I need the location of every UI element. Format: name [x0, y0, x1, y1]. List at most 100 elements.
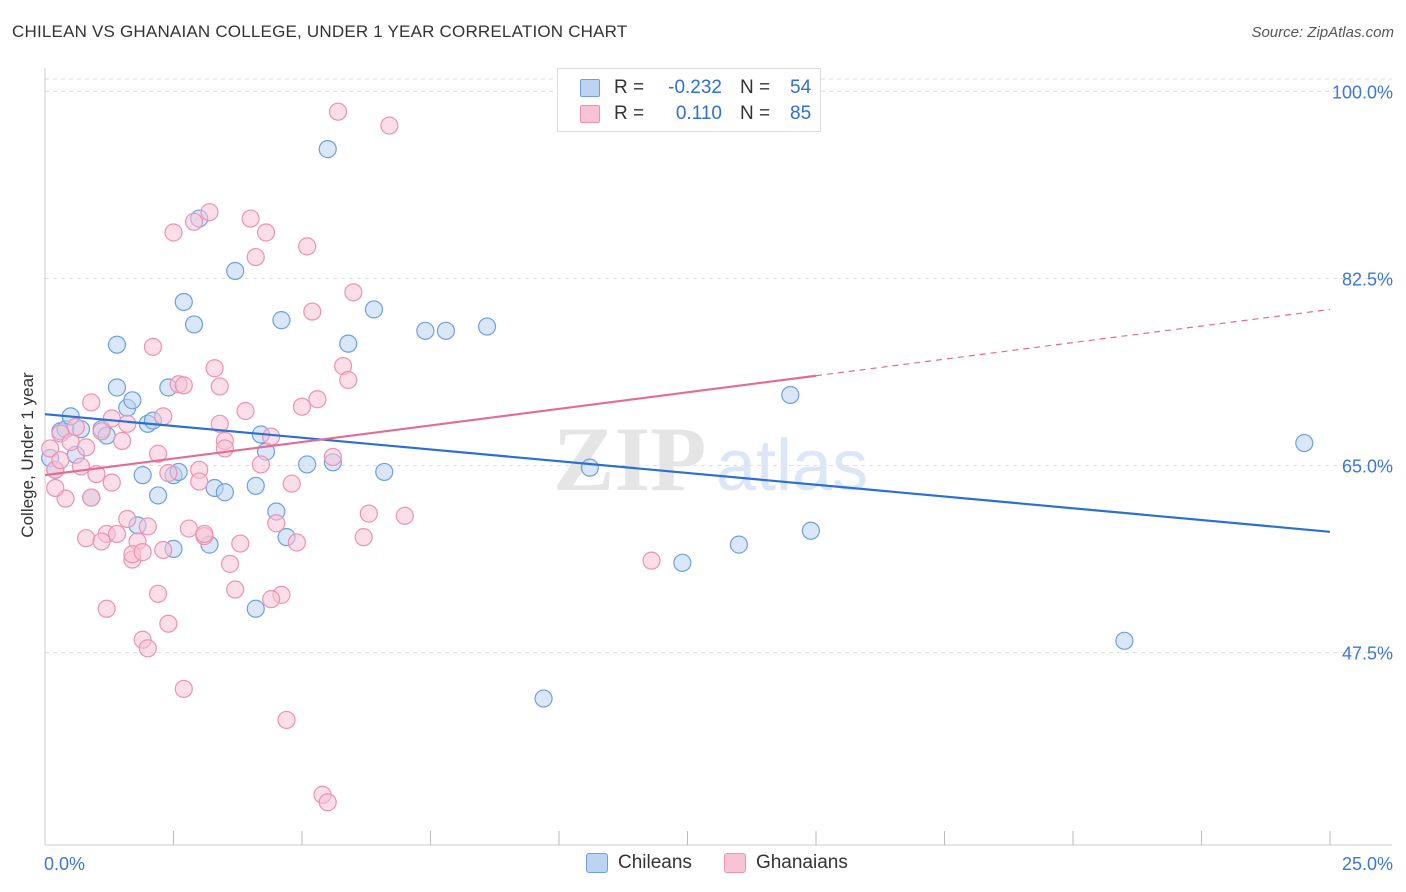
chilean-point — [580, 458, 599, 477]
r-label: R = — [614, 77, 645, 98]
ghanaian-point — [174, 679, 193, 699]
ghanaian-point — [159, 463, 178, 483]
ghanaian-point — [251, 455, 270, 474]
ghanaian-point — [256, 223, 276, 242]
legend-item-ghanaians[interactable]: Ghanaians — [723, 852, 848, 874]
ghanaian-point — [267, 514, 286, 533]
ghanaian-point — [154, 407, 173, 426]
ghanaian-point — [359, 504, 378, 523]
trend-lines — [44, 308, 1331, 533]
chilean-point — [801, 521, 820, 540]
ghanaian-point — [282, 474, 301, 493]
ghanaian-point — [133, 543, 152, 562]
stats-legend: R = -0.232 N = 54 R = 0.110 N = 85 — [557, 68, 821, 132]
ghanaian-point — [220, 554, 240, 573]
chilean-point — [123, 391, 142, 410]
chilean-point — [148, 486, 168, 505]
legend-label-chileans: Chileans — [618, 852, 692, 873]
gridlines — [45, 78, 1392, 654]
chilean-point — [416, 321, 435, 340]
ghanaian-point — [107, 524, 127, 544]
watermark-atlas: atlas — [716, 426, 868, 506]
chilean-point — [477, 317, 497, 336]
ghanaian-point — [205, 359, 224, 378]
ghanaian-point — [77, 529, 96, 548]
ghanaian-point — [51, 451, 70, 470]
chilean-point — [318, 140, 337, 159]
ghanaian-point — [190, 472, 209, 491]
ghanaians-trend-line — [44, 374, 817, 477]
chilean-point — [1115, 631, 1134, 650]
ghanaian-point — [148, 584, 168, 603]
watermark-zip: ZIP — [553, 408, 706, 510]
x-tick-label: 25.0% — [1342, 854, 1393, 874]
chileans-swatch-icon — [580, 79, 600, 97]
chilean-point — [226, 261, 245, 281]
ghanaian-point — [328, 102, 348, 121]
ghanaian-point — [154, 540, 173, 560]
ghanaian-point — [642, 551, 661, 570]
series-legend: Chileans Ghanaians — [586, 852, 880, 874]
ghanaian-point — [102, 409, 121, 428]
ghanaian-point — [112, 431, 132, 451]
ghanaian-point — [303, 302, 322, 321]
legend-label-ghanaians: Ghanaians — [755, 852, 848, 873]
r-label: R = — [614, 103, 645, 124]
chilean-point — [534, 689, 553, 708]
legend-item-chileans[interactable]: Chileans — [586, 852, 692, 874]
r-value: -0.232 — [668, 77, 722, 98]
ghanaian-point — [226, 580, 245, 599]
tick-labels: 100.0% 82.5% 65.0% 47.5% 0.0% 25.0% — [44, 82, 1393, 874]
n-value: 85 — [790, 103, 812, 124]
ghanaian-point — [118, 414, 137, 433]
ghanaian-point — [97, 599, 116, 618]
ghanaian-point — [298, 237, 317, 256]
ghanaian-point — [380, 116, 399, 135]
ghanaian-point — [118, 509, 137, 529]
ghanaian-point — [344, 283, 363, 302]
ghanaian-point — [164, 223, 183, 242]
ghanaian-point — [138, 639, 157, 658]
stats-row-ghanaians: R = 0.110 N = 85 — [580, 102, 811, 126]
ghanaian-point — [92, 532, 111, 551]
ghanaian-point — [231, 534, 250, 553]
ghanaian-point — [262, 590, 281, 609]
ghanaian-point — [246, 247, 265, 267]
ghanaian-point — [66, 417, 85, 437]
watermark: ZIP atlas — [553, 408, 868, 510]
ghanaian-point — [195, 524, 214, 544]
ghanaian-point — [200, 203, 219, 222]
ghanaian-point — [354, 528, 373, 547]
ghanaians-legend-swatch-icon — [723, 853, 746, 873]
ghanaian-point — [41, 439, 60, 458]
ghanaian-point — [241, 209, 260, 228]
y-tick-label: 82.5% — [1342, 269, 1393, 289]
ghanaian-point — [138, 517, 157, 536]
chilean-point — [184, 315, 204, 334]
ghanaian-point — [308, 390, 327, 409]
ghanaians-trend-line-dashed — [815, 308, 1331, 377]
ghanaian-point — [323, 447, 342, 467]
chilean-point — [339, 334, 358, 353]
ghanaian-point — [318, 793, 337, 812]
chilean-point — [215, 483, 234, 502]
stats-row-chileans: R = -0.232 N = 54 — [580, 76, 811, 100]
chileans-trend-line — [44, 413, 1331, 533]
ghanaian-point — [287, 533, 306, 552]
ghanaian-point — [184, 212, 204, 231]
chilean-point — [729, 535, 749, 554]
chilean-point — [781, 385, 800, 405]
n-label: N = — [740, 77, 771, 98]
chilean-point — [375, 462, 394, 482]
ghanaian-point — [71, 457, 91, 476]
chilean-point — [246, 476, 265, 495]
ghanaian-point — [179, 519, 199, 538]
y-tick-label: 65.0% — [1342, 457, 1393, 477]
chilean-point — [107, 335, 127, 354]
chilean-point — [133, 466, 152, 485]
source-label: Source: ZipAtlas.com — [1251, 24, 1394, 41]
ghanaian-point — [159, 614, 178, 633]
y-tick-label: 47.5% — [1342, 644, 1393, 664]
ghanaian-point — [148, 444, 168, 463]
